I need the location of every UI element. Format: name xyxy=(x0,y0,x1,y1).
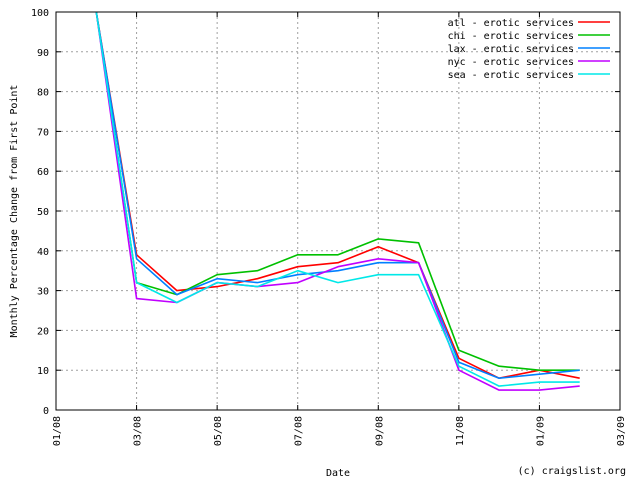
x-tick-label: 05/08 xyxy=(213,416,224,446)
y-axis-label: Monthly Percentage Change from First Poi… xyxy=(9,85,20,338)
y-tick-label: 30 xyxy=(37,287,49,298)
y-tick-label: 50 xyxy=(37,207,49,218)
y-tick-label: 10 xyxy=(37,366,49,377)
series-line-lax xyxy=(95,11,580,380)
x-axis-label: Date xyxy=(326,468,350,479)
x-tick-label: 03/08 xyxy=(133,416,144,446)
series-line-nyc xyxy=(95,11,580,391)
legend: atl - erotic services chi - erotic servic… xyxy=(448,18,610,81)
x-tick-label: 07/08 xyxy=(294,416,305,446)
y-tick-label: 40 xyxy=(37,247,49,258)
y-tick-label: 90 xyxy=(37,48,49,59)
y-tick-label: 60 xyxy=(37,167,49,178)
x-tick-label: 09/08 xyxy=(374,416,385,446)
x-tick-label: 11/08 xyxy=(455,416,466,446)
series-lines xyxy=(95,11,580,391)
legend-label: sea - erotic services xyxy=(448,70,574,81)
y-tick-label: 100 xyxy=(31,8,49,19)
x-tick-label: 01/09 xyxy=(535,416,546,446)
y-axis-ticks: 0 10 20 30 40 50 60 70 80 90 100 xyxy=(31,8,620,417)
x-axis-ticks: 01/08 03/08 05/08 07/08 09/08 11/08 01/09 03/09 xyxy=(52,12,627,446)
x-tick-label: 03/09 xyxy=(616,416,627,446)
copyright-credit: (c) craigslist.org xyxy=(518,466,626,477)
y-tick-label: 80 xyxy=(37,88,49,99)
gridlines xyxy=(56,12,620,410)
legend-label: chi - erotic services xyxy=(448,31,574,42)
plot-frame xyxy=(55,11,621,411)
y-tick-label: 0 xyxy=(43,406,49,417)
y-tick-label: 20 xyxy=(37,326,49,337)
series-line-sea xyxy=(95,11,580,387)
legend-label: atl - erotic services xyxy=(448,18,574,29)
legend-label: nyc - erotic services xyxy=(448,57,574,68)
y-tick-label: 70 xyxy=(37,127,49,138)
legend-label: lax - erotic services xyxy=(448,44,574,55)
x-tick-label: 01/08 xyxy=(52,416,63,446)
